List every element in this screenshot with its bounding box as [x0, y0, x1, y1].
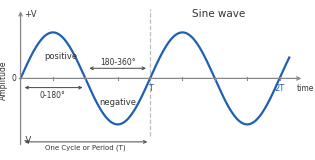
- Text: time: time: [297, 84, 314, 93]
- Text: +V: +V: [24, 10, 37, 19]
- Text: -V: -V: [24, 136, 32, 145]
- Text: One Cycle or Period (T): One Cycle or Period (T): [45, 144, 126, 151]
- Text: positive: positive: [44, 52, 77, 61]
- Text: 2T: 2T: [274, 84, 285, 93]
- Text: Amplitude: Amplitude: [0, 60, 8, 100]
- Text: 0-180°: 0-180°: [40, 91, 66, 100]
- Text: negative: negative: [99, 98, 136, 107]
- Text: Sine wave: Sine wave: [192, 9, 245, 19]
- Text: 0: 0: [12, 74, 17, 83]
- Text: T: T: [147, 84, 152, 93]
- Text: 180-360°: 180-360°: [100, 58, 135, 67]
